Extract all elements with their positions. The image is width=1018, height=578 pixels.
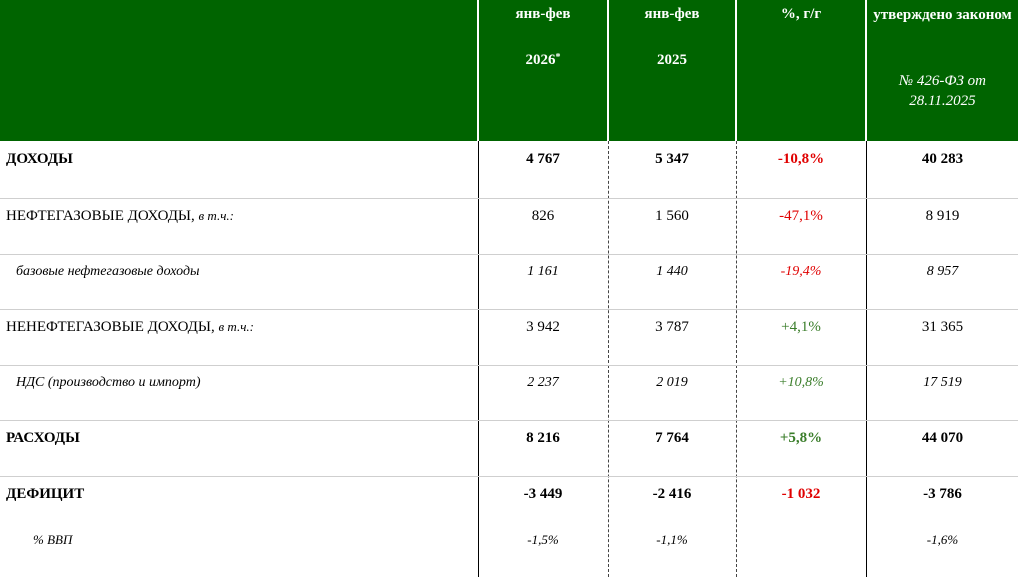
column-divider	[608, 141, 609, 577]
table-row: базовые нефтегазовые доходы 1 161 1 440 …	[0, 255, 1018, 310]
value-2025: -1,1%	[656, 532, 688, 547]
column-divider	[866, 141, 867, 577]
value-2025: 7 764	[655, 430, 689, 446]
header-law: утверждено законом № 426-ФЗ от 28.11.202…	[867, 0, 1018, 141]
value-2025: 2 019	[656, 375, 688, 390]
header-yoy-label: %, г/г	[780, 6, 822, 22]
value-law: 40 283	[921, 151, 964, 167]
value-law: -3 786	[923, 486, 962, 502]
value-2025: 3 787	[655, 319, 689, 335]
value-law: -1,6%	[926, 532, 959, 547]
row-divider	[0, 365, 1018, 366]
value-2026: 1 161	[527, 264, 559, 279]
value-2026: 8 216	[526, 430, 560, 446]
table-row: РАСХОДЫ 8 216 7 764 +5,8% 44 070	[0, 421, 1018, 476]
header-2026-year: 2026	[525, 52, 556, 68]
row-label: % ВВП	[33, 532, 73, 547]
value-yoy: +10,8%	[778, 375, 824, 390]
value-2025: 1 440	[656, 264, 688, 279]
row-divider	[0, 254, 1018, 255]
header-2026-period: янв-фев	[515, 6, 571, 22]
row-label: базовые нефтегазовые доходы	[16, 264, 200, 279]
value-2026: 2 237	[527, 375, 559, 390]
header-2026: янв-фев 2026*	[479, 0, 607, 141]
header-divider	[607, 0, 609, 141]
header-2025-period: янв-фев	[644, 6, 700, 22]
table-row: НЕФТЕГАЗОВЫЕ ДОХОДЫ, в т.ч.: 826 1 560 -…	[0, 199, 1018, 254]
column-divider	[736, 141, 737, 577]
value-2025: -2 416	[652, 486, 692, 502]
value-yoy: -10,8%	[777, 151, 825, 167]
header-2026-footnote-mark: *	[555, 52, 561, 63]
value-law: 44 070	[921, 430, 964, 446]
value-yoy: -19,4%	[780, 264, 822, 279]
row-label: НДС (производство и импорт)	[16, 375, 201, 390]
header-2025-year: 2025	[657, 52, 687, 68]
header-law-number: № 426-ФЗ от 28.11.2025	[899, 73, 986, 109]
value-2026: 826	[531, 208, 555, 224]
header-divider	[477, 0, 479, 141]
table-row: НЕНЕФТЕГАЗОВЫЕ ДОХОДЫ, в т.ч.: 3 942 3 7…	[0, 310, 1018, 365]
row-divider	[0, 420, 1018, 421]
value-yoy: +4,1%	[781, 319, 821, 335]
row-label: ДОХОДЫ	[6, 151, 73, 167]
header-divider	[865, 0, 867, 141]
row-label: НЕФТЕГАЗОВЫЕ ДОХОДЫ,	[6, 208, 195, 224]
row-label-suffix: в т.ч.:	[218, 319, 254, 334]
table-row: ДЕФИЦИТ -3 449 -2 416 -1 032 -3 786	[0, 477, 1018, 532]
value-yoy: -1 032	[781, 486, 821, 502]
header-divider	[735, 0, 737, 141]
row-divider	[0, 198, 1018, 199]
row-label: ДЕФИЦИТ	[6, 486, 85, 502]
row-divider	[0, 476, 1018, 477]
value-2026: 3 942	[526, 319, 560, 335]
header-blank-cell	[0, 0, 477, 141]
row-label: НЕНЕФТЕГАЗОВЫЕ ДОХОДЫ,	[6, 319, 215, 335]
value-law: 31 365	[921, 319, 964, 335]
table-row: НДС (производство и импорт) 2 237 2 019 …	[0, 366, 1018, 421]
value-law: 17 519	[923, 375, 962, 390]
row-label: РАСХОДЫ	[6, 430, 80, 446]
header-2025: янв-фев 2025	[609, 0, 735, 141]
value-2026: -1,5%	[527, 532, 559, 547]
value-yoy: +5,8%	[779, 430, 823, 446]
value-yoy: -47,1%	[779, 208, 823, 224]
value-2025: 1 560	[655, 208, 689, 224]
value-2025: 5 347	[655, 151, 689, 167]
header-law-approved: утверждено законом	[873, 7, 1012, 23]
column-divider	[478, 141, 479, 577]
row-divider	[0, 309, 1018, 310]
row-label-suffix: в т.ч.:	[198, 208, 234, 223]
table-row: ДОХОДЫ 4 767 5 347 -10,8% 40 283	[0, 142, 1018, 197]
value-2026: 4 767	[526, 151, 560, 167]
header-yoy: %, г/г	[737, 0, 865, 141]
value-law: 8 957	[926, 264, 959, 279]
value-2026: -3 449	[523, 486, 563, 502]
table-row: % ВВП -1,5% -1,1% -1,6%	[0, 523, 1018, 578]
value-law: 8 919	[925, 208, 960, 224]
